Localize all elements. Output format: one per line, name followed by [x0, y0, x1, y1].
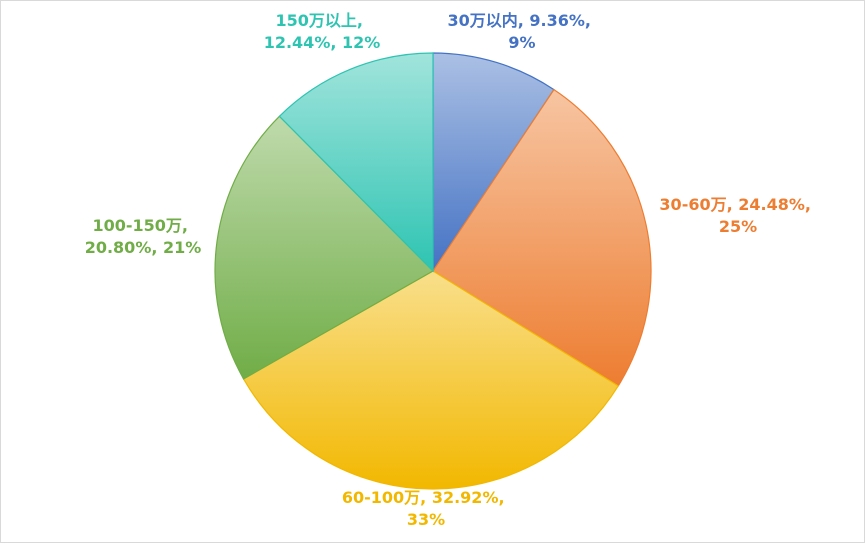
value-label: 24.48% [738, 195, 805, 214]
pie-slice [432, 52, 555, 273]
separator: , [151, 238, 163, 257]
pie-slice [242, 270, 620, 490]
percent-label: 33% [407, 510, 445, 529]
separator: , [330, 33, 342, 52]
category: 60-100万 [342, 488, 420, 507]
data-label: 60-100万, 32.92%, 33% [342, 488, 510, 529]
category: 100-150万 [92, 216, 181, 235]
data-label: 100-150万, 20.80%, 21% [85, 216, 202, 257]
separator: , [727, 195, 739, 214]
separator: , [182, 216, 194, 235]
value-label: 12.44% [264, 33, 331, 52]
category: 30-60万 [659, 195, 726, 214]
pie-slice [214, 115, 434, 380]
separator: , [805, 195, 817, 214]
separator: , [420, 488, 432, 507]
separator: , [357, 11, 369, 30]
category: 30万以内 [447, 11, 517, 30]
data-label: 150万以上, 12.44%, 12% [264, 11, 381, 52]
separator: , [518, 11, 530, 30]
percent-label: 12% [342, 33, 380, 52]
data-label: 30万以内, 9.36%, 9% [447, 11, 596, 52]
value-label: 32.92% [432, 488, 499, 507]
category: 150万以上 [275, 11, 356, 30]
separator: , [585, 11, 597, 30]
value-label: 9.36% [529, 11, 585, 30]
data-label: 30-60万, 24.48%, 25% [659, 195, 816, 236]
percent-label: 9% [508, 33, 535, 52]
value-label: 20.80% [85, 238, 152, 257]
percent-label: 25% [719, 217, 757, 236]
pie-slice [432, 88, 652, 387]
percent-label: 21% [163, 238, 201, 257]
separator: , [498, 488, 510, 507]
pie-slice [278, 52, 434, 273]
